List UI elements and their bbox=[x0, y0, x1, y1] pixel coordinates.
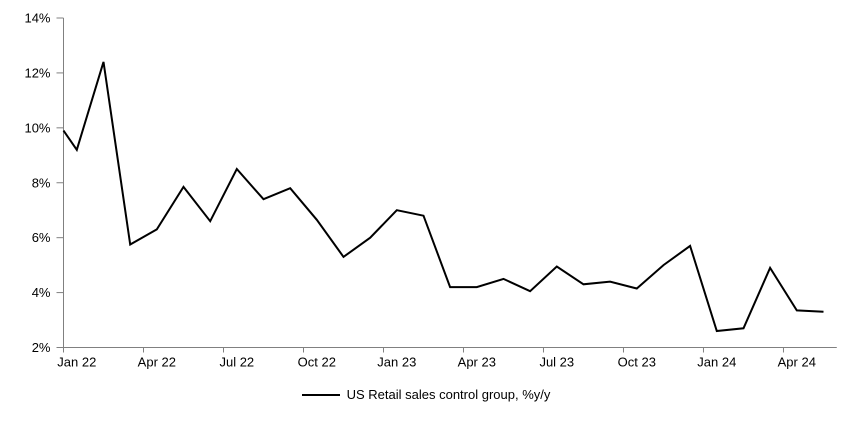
x-axis-tick-label: Apr 23 bbox=[458, 355, 496, 370]
chart-legend: US Retail sales control group, %y/y bbox=[0, 387, 852, 402]
y-axis-tick-label: 12% bbox=[24, 65, 50, 80]
y-axis-tick-label: 8% bbox=[32, 175, 51, 190]
retail-sales-series-line bbox=[62, 61, 824, 333]
legend-series-label: US Retail sales control group, %y/y bbox=[346, 387, 551, 402]
x-axis-tick-label: Oct 23 bbox=[618, 355, 656, 370]
y-axis-tick-label: 10% bbox=[24, 120, 50, 135]
legend-line-swatch bbox=[301, 393, 340, 396]
x-axis-tick-label: Jan 23 bbox=[377, 355, 416, 370]
x-axis-tick-label: Apr 24 bbox=[778, 355, 816, 370]
y-axis-tick-label: 2% bbox=[32, 340, 51, 355]
y-axis-tick-label: 14% bbox=[24, 11, 50, 26]
y-axis-tick-label: 6% bbox=[32, 230, 51, 245]
x-axis-tick-label: Jul 22 bbox=[219, 355, 254, 370]
y-axis-tick-label: 4% bbox=[32, 285, 51, 300]
x-axis-tick-label: Jan 24 bbox=[697, 355, 736, 370]
x-axis-tick-label: Oct 22 bbox=[298, 355, 336, 370]
x-axis-tick-label: Apr 22 bbox=[138, 355, 176, 370]
x-axis-tick-label: Jul 23 bbox=[539, 355, 574, 370]
x-axis-tick-label: Jan 22 bbox=[57, 355, 96, 370]
